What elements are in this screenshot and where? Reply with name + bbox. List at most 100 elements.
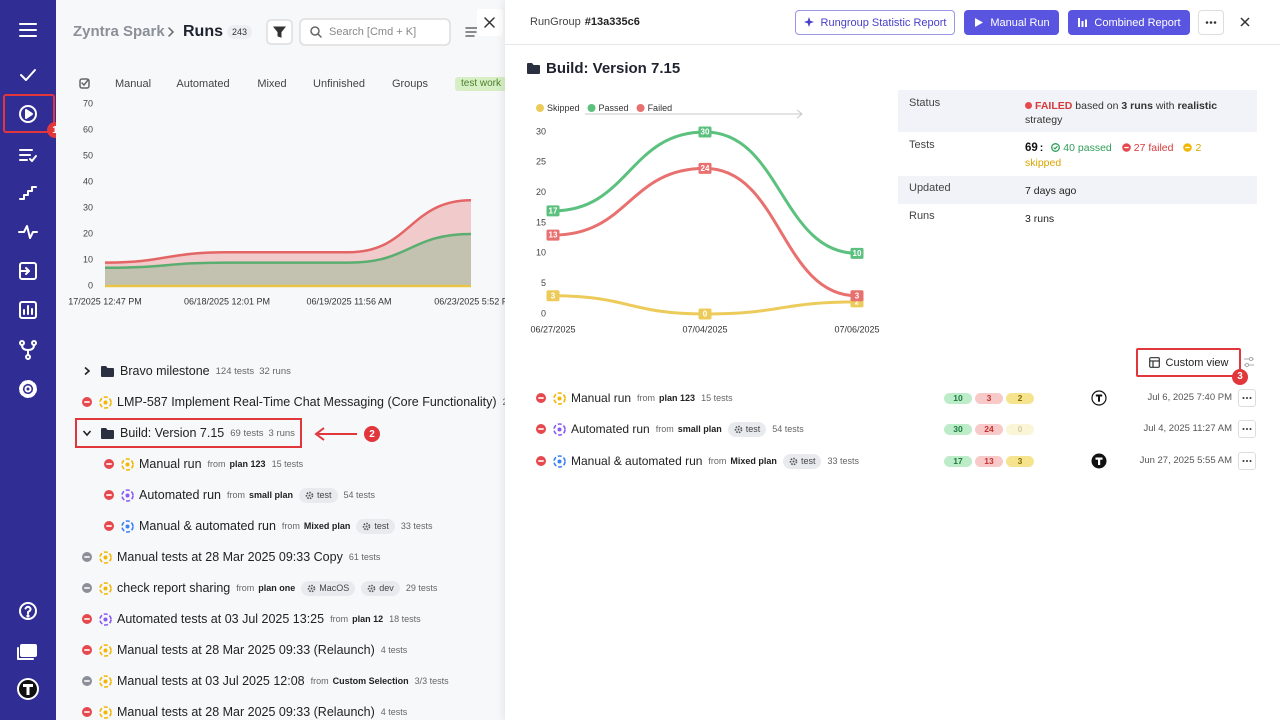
status-icon-part	[106, 463, 112, 465]
pulse-icon[interactable]	[18, 225, 38, 239]
row-more-button[interactable]	[1238, 420, 1256, 438]
plan-name[interactable]: plan 12	[352, 614, 384, 624]
plan-name[interactable]: Mixed plan	[730, 456, 777, 466]
user-avatar[interactable]	[17, 678, 39, 700]
run-row[interactable]: Manual & automated run from Mixed plan test…	[535, 448, 859, 474]
import-icon[interactable]	[19, 262, 37, 280]
run-row[interactable]: check report sharing from plan one MacOS dev…	[81, 575, 437, 601]
plan-name[interactable]: Custom Selection	[332, 676, 409, 686]
divider	[505, 44, 1280, 45]
search-box[interactable]	[299, 18, 451, 46]
button-icon	[803, 17, 814, 27]
run-name[interactable]: Automated run	[139, 488, 221, 502]
run-row[interactable]: Manual & automated run from Mixed plan test…	[103, 513, 432, 539]
help-icon[interactable]	[19, 602, 37, 620]
run-name[interactable]: Automated tests at 03 Jul 2025 13:25	[117, 612, 325, 626]
run-row[interactable]: Bravo milestone 124 tests 32 runs	[81, 358, 291, 384]
run-row[interactable]: Manual tests at 28 Mar 2025 09:33 Copy 61…	[81, 544, 380, 570]
run-name[interactable]: Manual tests at 28 Mar 2025 09:33 (Relau…	[117, 643, 375, 657]
tab[interactable]: Automated	[176, 78, 230, 90]
plan-name[interactable]: plan 123	[659, 393, 696, 403]
status-icon-part	[84, 556, 90, 558]
run-name[interactable]: Manual tests at 28 Mar 2025 09:33 Copy	[117, 550, 343, 564]
type-icon	[553, 422, 566, 436]
tab[interactable]: Manual	[114, 78, 152, 90]
select-all-icon[interactable]	[79, 78, 90, 89]
run-row[interactable]: Build: Version 7.15 69 tests 3 runs	[81, 420, 295, 446]
failed-icon	[1121, 143, 1131, 152]
tab-tag[interactable]: test work	[455, 77, 505, 91]
run-name[interactable]: Manual & automated run	[139, 519, 276, 533]
more-button[interactable]	[1198, 10, 1224, 35]
plans-icon[interactable]	[19, 149, 37, 162]
run-name[interactable]: Automated run	[571, 422, 650, 436]
tab[interactable]: Unfinished	[313, 78, 365, 90]
type-icon	[99, 550, 112, 564]
data-label-box	[546, 229, 560, 241]
run-date: Jul 6, 2025 7:40 PM	[1147, 392, 1233, 403]
runs-icon[interactable]	[19, 105, 37, 123]
row-more-button[interactable]	[1238, 389, 1256, 407]
sidebar-icons: 1	[3, 23, 63, 700]
tab[interactable]: Groups	[391, 78, 429, 90]
x-tick-label: 07/06/2025	[834, 324, 879, 334]
group-name[interactable]: Bravo milestone	[120, 364, 210, 378]
menu-icon[interactable]	[19, 23, 37, 37]
close-button[interactable]	[1236, 13, 1254, 31]
tag-label: test	[745, 424, 761, 434]
run-row[interactable]: Manual tests at 28 Mar 2025 09:33 (Relau…	[81, 699, 407, 720]
from-label: from	[236, 583, 255, 593]
tag-icon-part	[307, 584, 316, 592]
settings-button[interactable]	[1243, 355, 1255, 369]
run-name[interactable]: Manual tests at 03 Jul 2025 12:08	[117, 674, 305, 688]
search-placeholder[interactable]: Search [Cmd + K]	[329, 26, 417, 38]
avatar-icon-part	[1098, 394, 1100, 402]
annotation-badge: 3	[1232, 369, 1248, 385]
sort-icon[interactable]	[465, 27, 479, 37]
custom-view-button[interactable]: Custom view	[1136, 348, 1241, 377]
toolbar-button[interactable]: Combined Report	[1068, 10, 1190, 35]
run-name[interactable]: LMP-587 Implement Real-Time Chat Messagi…	[117, 395, 497, 409]
plan-name[interactable]: small plan	[677, 424, 722, 434]
run-name[interactable]: Manual run	[571, 391, 632, 405]
annotation-badge	[364, 426, 380, 442]
group-name[interactable]: Build: Version 7.15	[120, 426, 225, 440]
plan-name[interactable]: small plan	[249, 490, 294, 500]
run-row[interactable]: Automated run from small plan test 54 tests	[103, 482, 375, 508]
run-row[interactable]: Manual run from plan 123 15 tests	[103, 451, 303, 477]
annotation-arrowhead	[314, 427, 325, 441]
run-row[interactable]: LMP-587 Implement Real-Time Chat Messagi…	[81, 389, 505, 415]
status-icon	[82, 552, 92, 562]
plan-name[interactable]: Mixed plan	[303, 521, 351, 531]
row-more-button[interactable]	[1238, 452, 1256, 470]
type-icon	[99, 581, 112, 595]
passed-icon	[1051, 143, 1061, 152]
settings-icon[interactable]	[19, 380, 37, 398]
folders-icon[interactable]	[17, 644, 37, 660]
expand-chevron-part	[84, 366, 91, 376]
tag-icon-part	[792, 460, 795, 462]
run-row[interactable]: Manual tests at 03 Jul 2025 12:08 from Cus…	[81, 668, 449, 694]
run-name[interactable]: Manual & automated run	[571, 454, 703, 468]
run-name[interactable]: Manual tests at 28 Mar 2025 09:33 (Relau…	[117, 705, 375, 719]
run-name[interactable]: check report sharing	[117, 581, 231, 595]
run-row[interactable]: Manual run from plan 123 15 tests	[535, 385, 733, 411]
toolbar-button[interactable]: Rungroup Statistic Report	[795, 10, 955, 35]
run-name[interactable]: Manual run	[139, 457, 202, 471]
rungroup-panel: 0 5 10 15 20 25 30 06/27/2025 07/04/2025 07/06/20…	[505, 0, 1280, 720]
folders-icon-part	[17, 647, 34, 660]
tests-count: 33 tests	[827, 456, 859, 466]
run-row[interactable]: Automated run from small plan test 54 tests	[535, 416, 804, 442]
branch-icon[interactable]	[19, 340, 37, 360]
check-icon[interactable]	[20, 69, 36, 81]
from-label: from	[330, 614, 349, 624]
toolbar-button[interactable]: Manual Run	[964, 10, 1059, 35]
plan-name[interactable]: plan 123	[229, 459, 266, 469]
tab[interactable]: Mixed	[257, 78, 287, 90]
plan-name[interactable]: plan one	[258, 583, 296, 593]
analytics-icon[interactable]	[19, 301, 37, 319]
steps-icon[interactable]	[19, 186, 37, 200]
run-row[interactable]: Manual tests at 28 Mar 2025 09:33 (Relau…	[81, 637, 407, 663]
run-row[interactable]: Automated tests at 03 Jul 2025 13:25 from…	[81, 606, 421, 632]
tests-total: 69	[1025, 142, 1038, 154]
